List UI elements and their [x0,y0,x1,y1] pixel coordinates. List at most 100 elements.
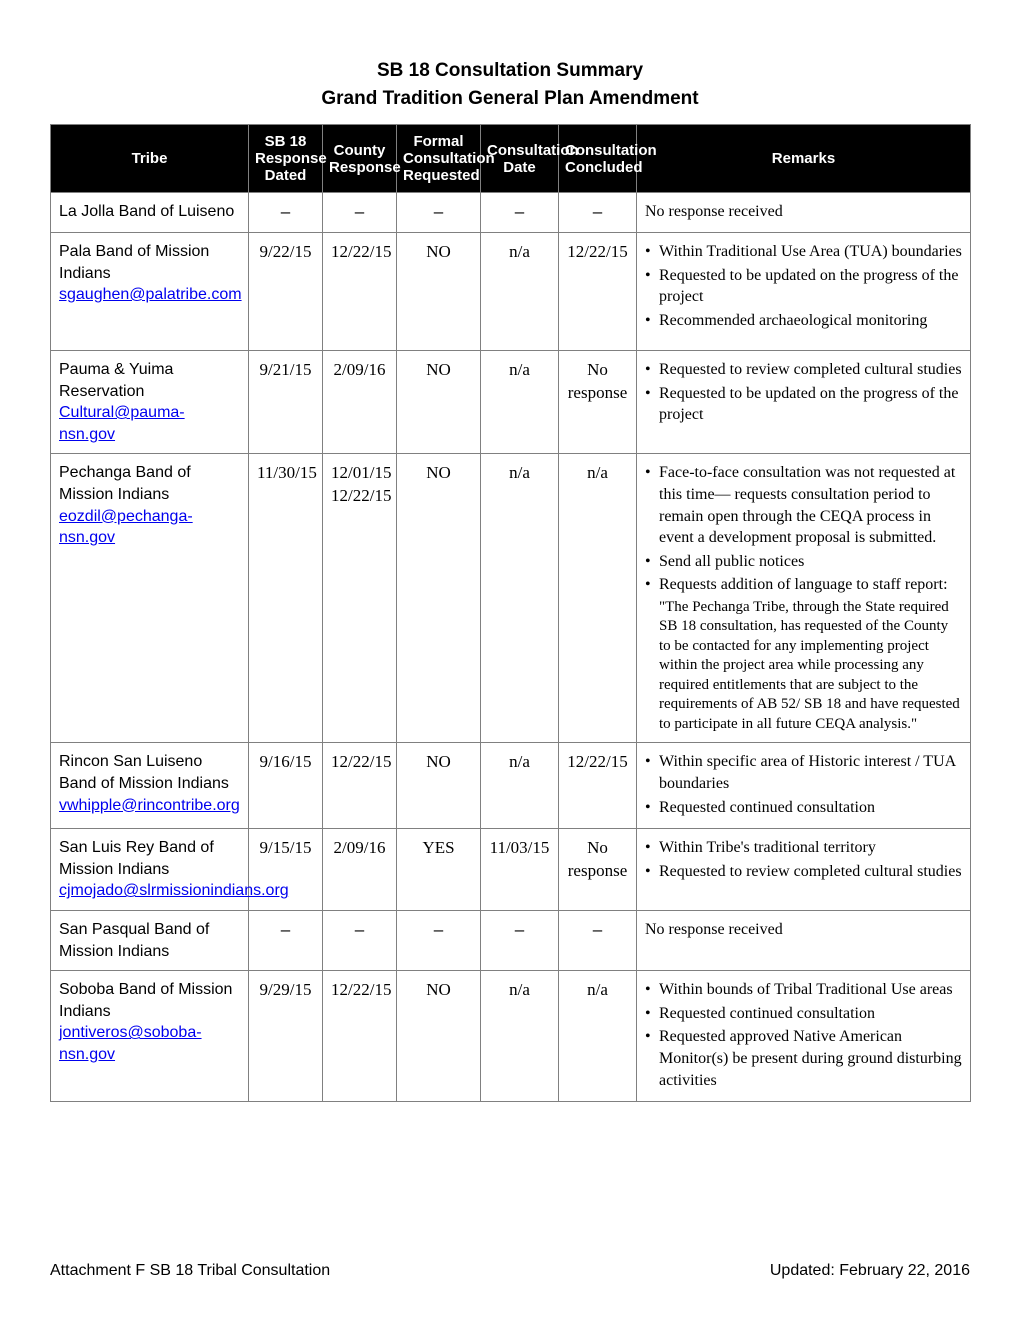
remark-item: Requested to be updated on the progress … [645,383,962,426]
cell-cdate: n/a [481,971,559,1102]
remark-item: Requested to review completed cultural s… [645,861,962,883]
remark-item: Requested approved Native American Monit… [645,1026,962,1091]
page-title-1: SB 18 Consultation Summary [50,60,970,82]
table-row: Pechanga Band of Mission Indianseozdil@p… [51,454,971,743]
cell-sb18: 9/16/15 [249,743,323,829]
remark-item: Requested to review completed cultural s… [645,359,962,381]
remark-item: Within bounds of Tribal Traditional Use … [645,979,962,1001]
cell-county: 12/22/15 [323,971,397,1102]
cell-cdate: – [481,193,559,233]
table-row: San Pasqual Band of Mission Indians–––––… [51,910,971,970]
tribe-email[interactable]: eozdil@pechanga-nsn.gov [59,506,240,549]
table-row: Soboba Band of Mission Indiansjontiveros… [51,971,971,1102]
remark-item: Requests addition of language to staff r… [645,574,962,596]
cell-county: 12/01/1512/22/15 [323,454,397,743]
remark-quote: "The Pechanga Tribe, through the State r… [645,598,962,735]
cell-tribe: San Luis Rey Band of Mission Indianscjmo… [51,829,249,911]
remark-item: Send all public notices [645,551,962,573]
tribe-name: Pauma & Yuima Reservation [59,359,240,402]
cell-concluded: – [559,193,637,233]
cell-concluded: 12/22/15 [559,232,637,350]
cell-cdate: n/a [481,232,559,350]
tribe-name: San Luis Rey Band of Mission Indians [59,837,240,880]
cell-formal: – [397,193,481,233]
tribe-email[interactable]: cjmojado@slrmissionindians.org [59,880,240,902]
cell-county: – [323,910,397,970]
remark-item: Within specific area of Historic interes… [645,751,962,794]
tribe-name: San Pasqual Band of Mission Indians [59,919,240,962]
remark-item: Within Tribe's traditional territory [645,837,962,859]
cell-sb18: 9/22/15 [249,232,323,350]
cell-sb18: – [249,193,323,233]
table-header-row: Tribe SB 18 Response Dated County Respon… [51,125,971,193]
remark-item: Recommended archaeological monitoring [645,310,962,332]
tribe-email[interactable]: vwhipple@rincontribe.org [59,795,240,817]
cell-remarks: Within Tribe's traditional territoryRequ… [637,829,971,911]
remark-item: Requested continued consultation [645,1003,962,1025]
tribe-email[interactable]: sgaughen@palatribe.com [59,284,240,306]
remark-item: Within Traditional Use Area (TUA) bounda… [645,241,962,263]
table-row: Rincon San Luiseno Band of Mission India… [51,743,971,829]
tribe-email[interactable]: jontiveros@soboba-nsn.gov [59,1022,240,1065]
cell-formal: NO [397,232,481,350]
col-tribe: Tribe [51,125,249,193]
cell-remarks: Within specific area of Historic interes… [637,743,971,829]
cell-tribe: La Jolla Band of Luiseno [51,193,249,233]
cell-county: – [323,193,397,233]
tribe-name: Rincon San Luiseno Band of Mission India… [59,751,240,794]
cell-concluded: n/a [559,454,637,743]
cell-tribe: Pala Band of Mission Indianssgaughen@pal… [51,232,249,350]
cell-tribe: Pechanga Band of Mission Indianseozdil@p… [51,454,249,743]
cell-remarks: Within Traditional Use Area (TUA) bounda… [637,232,971,350]
cell-concluded: No response [559,350,637,453]
table-row: Pauma & Yuima ReservationCultural@pauma-… [51,350,971,453]
tribe-email[interactable]: Cultural@pauma-nsn.gov [59,402,240,445]
cell-formal: YES [397,829,481,911]
cell-concluded: No response [559,829,637,911]
cell-formal: NO [397,454,481,743]
tribe-name: Soboba Band of Mission Indians [59,979,240,1022]
table-row: La Jolla Band of Luiseno–––––No response… [51,193,971,233]
tribe-name: La Jolla Band of Luiseno [59,201,240,223]
tribe-name: Pala Band of Mission Indians [59,241,240,284]
cell-cdate: 11/03/15 [481,829,559,911]
footer-left: Attachment F SB 18 Tribal Consultation [50,1262,330,1280]
col-sb18: SB 18 Response Dated [249,125,323,193]
cell-cdate: n/a [481,743,559,829]
cell-tribe: San Pasqual Band of Mission Indians [51,910,249,970]
cell-remarks: Within bounds of Tribal Traditional Use … [637,971,971,1102]
cell-formal: NO [397,350,481,453]
table-row: San Luis Rey Band of Mission Indianscjmo… [51,829,971,911]
cell-county: 2/09/16 [323,829,397,911]
cell-sb18: 9/21/15 [249,350,323,453]
cell-concluded: n/a [559,971,637,1102]
cell-county: 12/22/15 [323,232,397,350]
cell-cdate: n/a [481,350,559,453]
footer-right: Updated: February 22, 2016 [770,1262,970,1280]
cell-remarks: Face-to-face consultation was not reques… [637,454,971,743]
col-concluded: Consultation Concluded [559,125,637,193]
cell-formal: NO [397,971,481,1102]
page-footer: Attachment F SB 18 Tribal Consultation U… [50,1262,970,1280]
cell-tribe: Soboba Band of Mission Indiansjontiveros… [51,971,249,1102]
cell-tribe: Rincon San Luiseno Band of Mission India… [51,743,249,829]
col-formal: Formal Consultation Requested [397,125,481,193]
cell-formal: – [397,910,481,970]
cell-county: 2/09/16 [323,350,397,453]
title-block: SB 18 Consultation Summary Grand Traditi… [50,60,970,110]
cell-concluded: 12/22/15 [559,743,637,829]
table-row: Pala Band of Mission Indianssgaughen@pal… [51,232,971,350]
cell-tribe: Pauma & Yuima ReservationCultural@pauma-… [51,350,249,453]
cell-cdate: – [481,910,559,970]
cell-formal: NO [397,743,481,829]
col-county: County Response [323,125,397,193]
cell-concluded: – [559,910,637,970]
cell-remarks: Requested to review completed cultural s… [637,350,971,453]
remark-item: Requested continued consultation [645,797,962,819]
cell-remarks: No response received [637,193,971,233]
consultation-table: Tribe SB 18 Response Dated County Respon… [50,124,971,1102]
cell-sb18: 9/29/15 [249,971,323,1102]
cell-sb18: – [249,910,323,970]
tribe-name: Pechanga Band of Mission Indians [59,462,240,505]
col-remarks: Remarks [637,125,971,193]
